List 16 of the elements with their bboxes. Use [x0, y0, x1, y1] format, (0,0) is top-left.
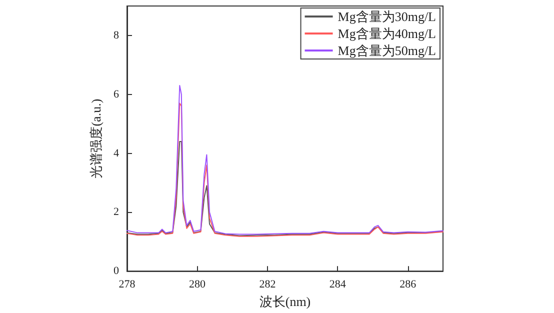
- legend-label: Mg含量为40mg/L: [338, 26, 436, 41]
- y-tick-label: 2: [114, 206, 119, 218]
- x-tick-label: 278: [118, 278, 136, 291]
- y-tick-label: 0: [114, 265, 120, 278]
- x-tick-label: 280: [188, 278, 206, 291]
- legend-label: Mg含量为50mg/L: [338, 43, 436, 58]
- x-tick-label: 282: [259, 278, 276, 291]
- x-axis-title: 波长(nm): [259, 294, 311, 309]
- line-series: [126, 140, 444, 236]
- y-tick-label: 4: [114, 147, 120, 160]
- x-tick-label: 286: [400, 278, 417, 291]
- y-tick-label: 6: [114, 88, 120, 100]
- y-tick-label: 8: [114, 29, 120, 42]
- y-axis-title: 光谱强度(a.u.): [88, 98, 104, 178]
- legend-label: Mg含量为30mg/L: [338, 9, 436, 24]
- x-tick-label: 284: [329, 278, 346, 291]
